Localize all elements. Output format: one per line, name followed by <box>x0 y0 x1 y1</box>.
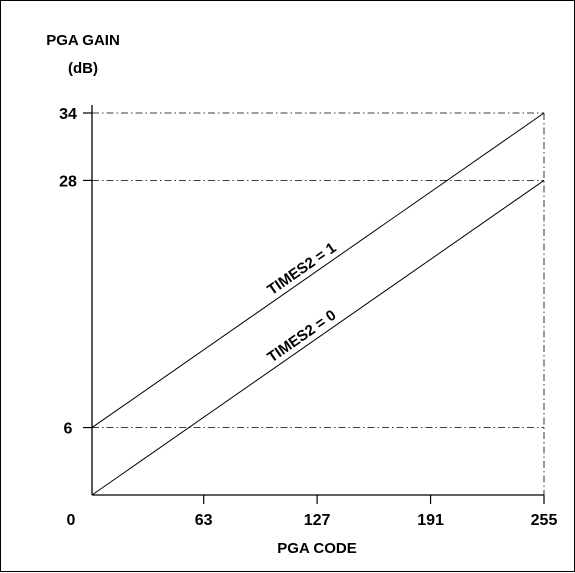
origin-label: 0 <box>67 512 76 529</box>
y-tick-label-6: 6 <box>64 421 73 438</box>
series-line-1 <box>91 180 545 496</box>
y-tick-label-34: 34 <box>59 106 77 123</box>
y-axis-title-line1: PGA GAIN <box>46 32 120 49</box>
x-tick-label-191: 191 <box>417 512 444 529</box>
text-layer: PGA GAIN (dB) PGA CODE 0 6 28 34 63 127 191 25… <box>46 32 557 557</box>
series-line-0 <box>91 112 545 428</box>
x-tick-label-255: 255 <box>531 512 558 529</box>
x-axis-title: PGA CODE <box>277 540 356 557</box>
grid-layer <box>92 112 545 495</box>
y-axis-title-line2: (dB) <box>68 60 98 77</box>
series-layer <box>91 112 545 496</box>
y-tick-label-28: 28 <box>59 173 77 190</box>
series-label-1: TIMES2 = 0 <box>264 307 339 366</box>
x-tick-label-127: 127 <box>304 512 331 529</box>
series-label-0: TIMES2 = 1 <box>264 239 339 298</box>
x-tick-label-63: 63 <box>195 512 213 529</box>
axes-layer <box>83 105 545 504</box>
